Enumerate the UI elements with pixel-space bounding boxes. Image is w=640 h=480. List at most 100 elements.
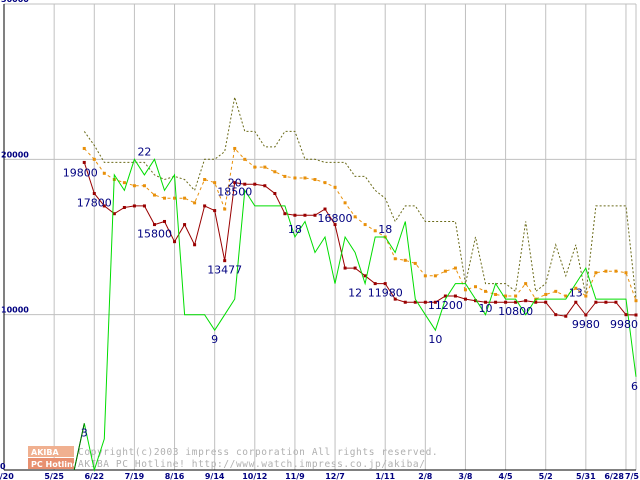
x-tick-label: 1/11 — [375, 472, 395, 480]
series-line-1 — [83, 147, 637, 301]
series-1-marker — [403, 258, 407, 262]
series-1-marker — [303, 176, 307, 180]
series-2-marker — [142, 204, 146, 208]
x-tick-label: 7/19 — [125, 472, 145, 480]
series-line-4 — [73, 423, 85, 471]
series-1-marker — [92, 157, 96, 161]
copyright-line-1: Copyright(c)2003 impress corporation All… — [78, 447, 438, 458]
series-1-marker — [463, 288, 467, 292]
series-2-marker — [163, 219, 167, 223]
series-2-marker — [453, 294, 457, 298]
series-1-marker — [213, 181, 217, 185]
series-1-marker — [323, 181, 327, 185]
series-1-marker — [514, 294, 518, 298]
y-tick-label: 0 — [0, 462, 6, 471]
x-tick-label: 6/28 — [604, 472, 624, 480]
series-1-marker — [433, 274, 437, 278]
series-2-marker — [433, 300, 437, 304]
series-2-marker — [263, 184, 267, 188]
y-tick-label: 20000 — [1, 150, 29, 159]
series-2-marker — [233, 181, 237, 185]
series-1-marker — [102, 171, 106, 175]
series-1-marker — [634, 299, 638, 303]
data-label: 13 — [569, 287, 583, 300]
series-2-marker — [443, 294, 447, 298]
series-1-marker — [373, 229, 377, 233]
series-1-marker — [173, 196, 177, 200]
data-label: 12 — [348, 287, 362, 300]
series-2-marker — [363, 274, 367, 278]
series-1-marker — [443, 269, 447, 273]
data-label: 17800 — [77, 197, 112, 210]
series-2-marker — [463, 297, 467, 301]
series-1-marker — [524, 282, 528, 286]
series-2-marker — [112, 212, 116, 216]
series-2-marker — [494, 300, 498, 304]
series-1-marker — [142, 184, 146, 188]
series-2-marker — [283, 212, 287, 216]
logo-bottom-text: PC Hotline — [31, 460, 79, 469]
series-1-marker — [504, 294, 508, 298]
x-tick-label: 7/5 — [625, 472, 639, 480]
series-1-marker — [363, 223, 367, 227]
data-label: 18 — [378, 223, 392, 236]
data-label: 13477 — [207, 264, 242, 277]
series-2-marker — [584, 313, 588, 317]
series-2-marker — [183, 223, 187, 227]
series-2-marker — [393, 297, 397, 301]
series-2-marker — [293, 213, 297, 217]
series-2-marker — [484, 300, 488, 304]
data-label: 20 — [228, 176, 242, 189]
x-tick-label: 2/8 — [418, 472, 432, 480]
series-2-marker — [203, 204, 207, 208]
x-tick-label: 10/12 — [242, 472, 267, 480]
series-2-marker — [333, 223, 337, 227]
series-2-marker — [504, 300, 508, 304]
x-tick-labels: 4/20 5/25 6/22 7/19 8/16 9/14 10/12 11/9 12/7 1/1… — [0, 472, 639, 480]
series-1-marker — [283, 174, 287, 178]
series-1-marker — [604, 269, 608, 273]
series-2-marker — [514, 300, 518, 304]
series-2-marker — [343, 266, 347, 270]
data-label: 10 — [479, 302, 493, 315]
series-1-marker — [353, 215, 357, 219]
series-2-marker — [173, 240, 177, 244]
series-1-marker — [584, 294, 588, 298]
series-2-marker — [303, 213, 307, 217]
series-1-marker — [453, 266, 457, 270]
data-label: 9 — [211, 333, 218, 346]
series-2-marker — [554, 313, 558, 317]
series-2-marker — [604, 300, 608, 304]
series-1-marker — [594, 271, 598, 275]
series-2-marker — [152, 223, 156, 227]
x-tick-label: 8/16 — [165, 472, 185, 480]
data-label: 10 — [428, 333, 442, 346]
series-2-marker — [594, 300, 598, 304]
series-1-marker — [152, 193, 156, 197]
data-label: 18500 — [217, 186, 252, 199]
series-2-marker — [403, 300, 407, 304]
x-tick-label: 5/25 — [44, 472, 64, 480]
series-1-marker — [564, 294, 568, 298]
series-line-2 — [83, 162, 637, 317]
data-label: 15800 — [137, 228, 172, 241]
series-2-marker — [122, 205, 126, 209]
x-tick-label: 9/14 — [205, 472, 225, 480]
data-label: 9980 — [572, 318, 600, 331]
series-2-marker — [213, 209, 217, 213]
x-tick-label: 5/2 — [539, 472, 553, 480]
series-2-marker — [273, 192, 277, 196]
series-2-marker — [624, 313, 628, 317]
series-1-marker — [313, 178, 317, 182]
series-2-marker — [534, 300, 538, 304]
series-1-marker — [243, 157, 247, 161]
x-tick-label: 3/8 — [458, 472, 472, 480]
series-2-marker — [614, 300, 618, 304]
series-1-marker — [554, 289, 558, 293]
series-2-marker — [373, 282, 377, 286]
akiba-logo: AKIBA PC Hotline — [28, 446, 79, 469]
series-1-marker — [273, 170, 277, 174]
x-tick-label: 11/9 — [285, 472, 305, 480]
series-2-marker — [92, 192, 96, 196]
series-1-marker — [183, 196, 187, 200]
